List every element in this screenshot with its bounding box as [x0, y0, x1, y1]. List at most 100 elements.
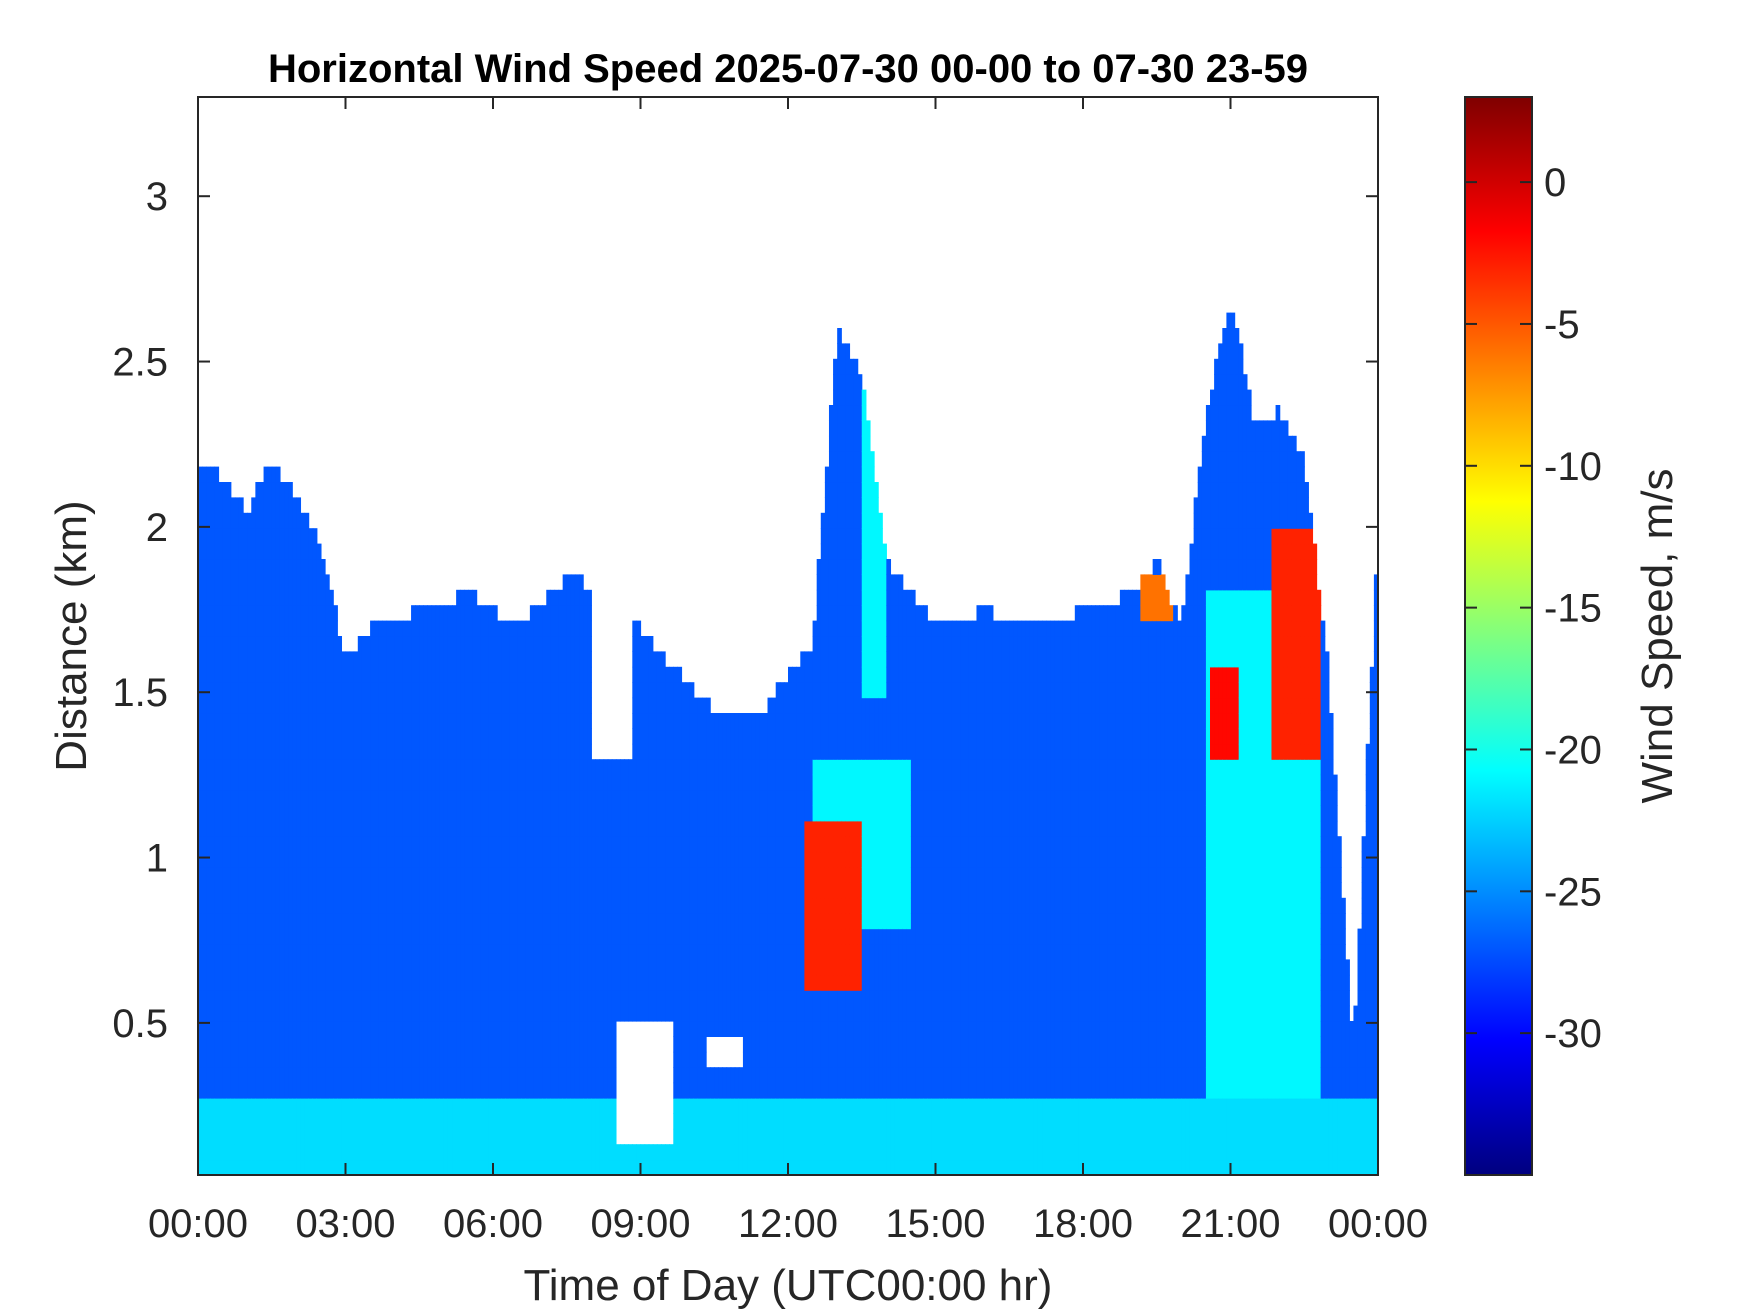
heatmap-cell [431, 605, 437, 622]
heatmap-cell [345, 959, 351, 976]
heatmap-cell [370, 990, 375, 1007]
heatmap-cell [501, 959, 506, 976]
heatmap-cell [738, 1159, 744, 1175]
heatmap-cell [570, 1113, 576, 1130]
heatmap-cell [460, 944, 465, 960]
heatmap-cell [497, 851, 502, 868]
heatmap-cell [206, 713, 211, 729]
heatmap-cell [443, 1159, 449, 1175]
heatmap-cell [370, 697, 375, 714]
heatmap-cell [529, 682, 535, 699]
heatmap-cell [640, 820, 646, 837]
heatmap-cell [513, 682, 519, 699]
heatmap-cell [767, 1021, 773, 1037]
heatmap-cell [218, 666, 224, 683]
heatmap-cell [308, 1036, 314, 1053]
heatmap-cell [538, 990, 543, 1007]
heatmap-cell [566, 728, 572, 745]
heatmap-cell [222, 589, 228, 606]
heatmap-cell [714, 851, 719, 868]
heatmap-cell [415, 897, 420, 914]
heatmap-cell [652, 1005, 658, 1022]
heatmap-cell [554, 1067, 560, 1084]
heatmap-cell [427, 1098, 433, 1114]
heatmap-cell [378, 790, 383, 806]
heatmap-cell [333, 959, 338, 976]
heatmap-cell [443, 620, 449, 637]
heatmap-cell [333, 1144, 338, 1161]
heatmap-cell [484, 913, 490, 930]
heatmap-cell [402, 636, 408, 652]
heatmap-cell [447, 620, 453, 637]
heatmap-cell [488, 743, 494, 760]
heatmap-cell [394, 913, 400, 930]
heatmap-cell [562, 1144, 568, 1161]
heatmap-cell [353, 682, 359, 699]
heatmap-cell [288, 882, 293, 899]
heatmap-cell [226, 482, 232, 498]
heatmap-cell [587, 666, 592, 683]
heatmap-cell [316, 666, 322, 683]
heatmap-cell [316, 1082, 322, 1099]
heatmap-cell [251, 497, 256, 514]
heatmap-cell [345, 990, 351, 1007]
heatmap-cell [333, 636, 338, 652]
heatmap-cell [706, 851, 711, 868]
heatmap-cell [386, 651, 392, 668]
heatmap-cell [415, 1005, 420, 1022]
heatmap-cell [562, 605, 568, 622]
heatmap-cell [206, 1067, 211, 1084]
heatmap-cell [292, 1098, 297, 1114]
heatmap-cell [722, 1159, 728, 1175]
heatmap-cell [443, 882, 449, 899]
heatmap-cell [255, 1128, 261, 1145]
heatmap-cell [365, 1113, 371, 1130]
heatmap-cell [398, 974, 404, 991]
heatmap-cell [599, 1098, 605, 1114]
heatmap-cell [214, 482, 220, 498]
heatmap-cell [464, 820, 470, 837]
heatmap-cell [759, 1082, 765, 1099]
heatmap-cell [509, 790, 515, 806]
heatmap-cell [234, 1051, 240, 1068]
heatmap-cell [415, 620, 420, 637]
heatmap-cell [402, 959, 408, 976]
heatmap-cell [685, 867, 691, 883]
heatmap-cell [484, 1098, 490, 1114]
heatmap-cell [587, 1005, 592, 1022]
heatmap-cell [251, 1144, 256, 1161]
heatmap-cell [345, 944, 351, 960]
heatmap-cell [312, 1159, 318, 1175]
heatmap-cell [558, 790, 564, 806]
heatmap-cell [394, 1128, 400, 1145]
heatmap-cell [402, 774, 408, 791]
heatmap-cell [263, 543, 269, 560]
heatmap-cell [243, 774, 248, 791]
heatmap-cell [681, 790, 687, 806]
heatmap-cell [607, 882, 613, 899]
heatmap-cell [542, 805, 547, 822]
heatmap-cell [419, 1144, 424, 1161]
heatmap-cell [591, 882, 597, 899]
heatmap-cell [202, 589, 207, 606]
heatmap-cell [247, 820, 252, 837]
heatmap-cell [325, 820, 330, 837]
heatmap-cell [574, 1005, 580, 1022]
heatmap-cell [726, 728, 732, 745]
heatmap-cell [251, 1067, 256, 1084]
heatmap-cell [312, 605, 318, 622]
heatmap-cell [206, 867, 211, 883]
heatmap-cell [632, 1144, 638, 1161]
heatmap-cell [546, 759, 551, 776]
heatmap-cell [222, 1128, 228, 1145]
heatmap-cell [693, 959, 699, 976]
heatmap-cell [488, 897, 494, 914]
heatmap-cell [222, 1113, 228, 1130]
heatmap-cell [488, 636, 494, 652]
heatmap-cell [517, 990, 523, 1007]
heatmap-cell [607, 1067, 613, 1084]
heatmap-cell [431, 974, 437, 991]
heatmap-cell [267, 466, 273, 483]
heatmap-cell [329, 1159, 334, 1175]
heatmap-cell [234, 1144, 240, 1161]
